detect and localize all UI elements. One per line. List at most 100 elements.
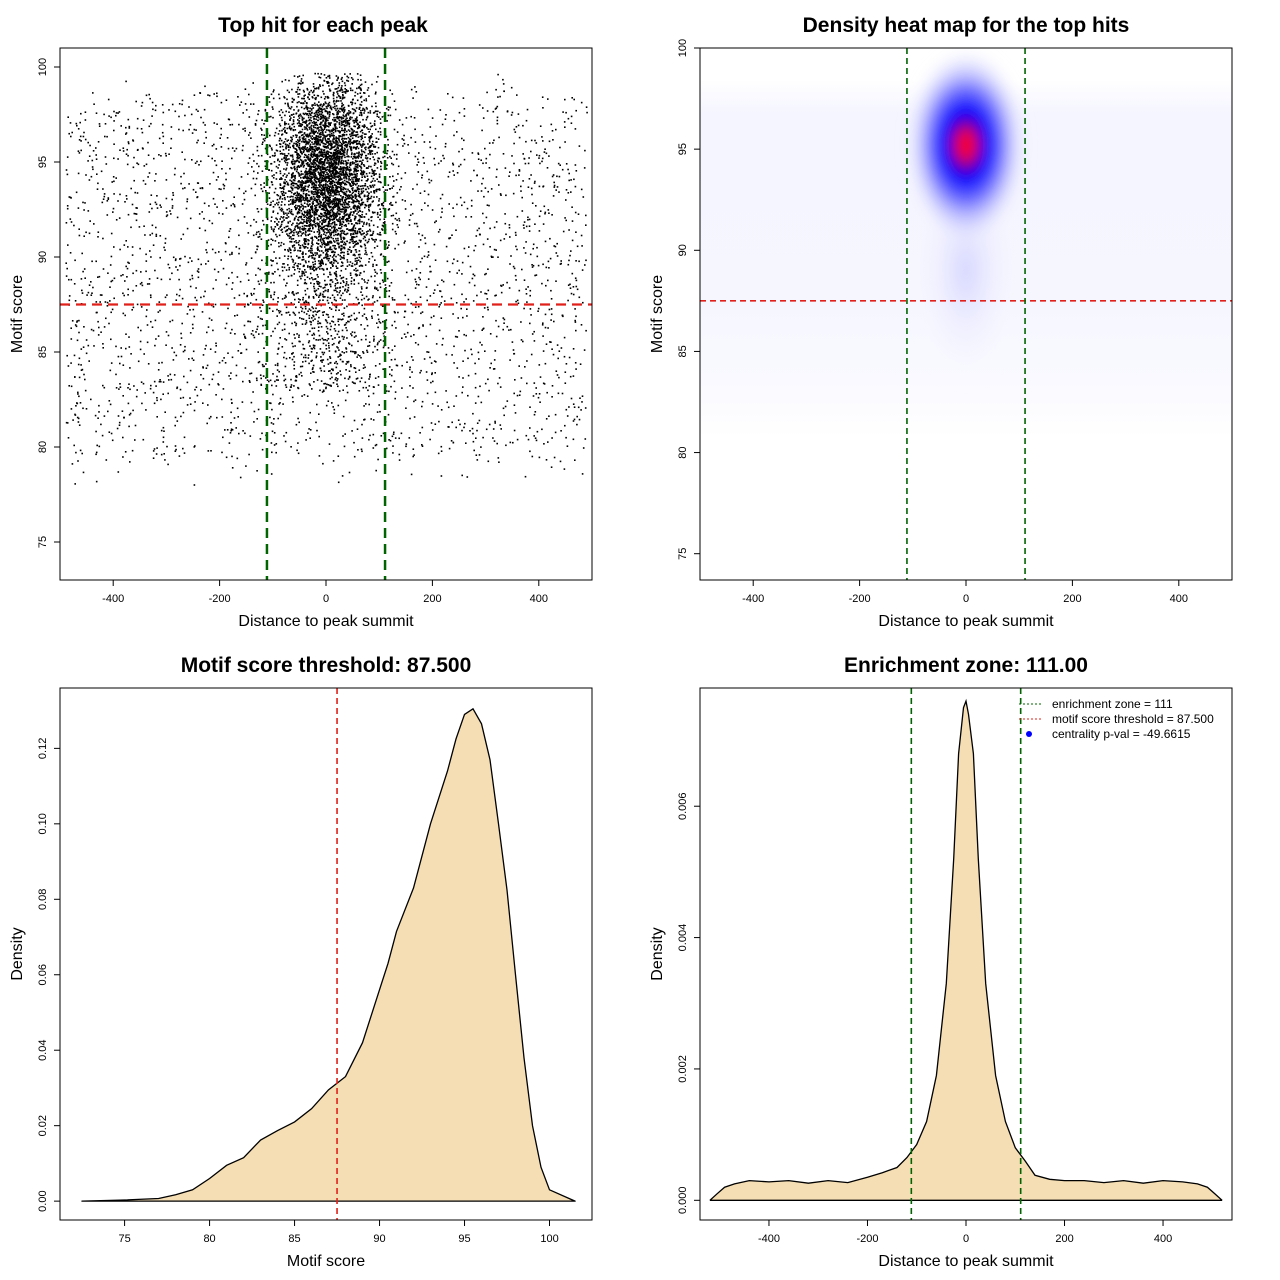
scatter-point bbox=[304, 134, 307, 136]
scatter-point bbox=[276, 150, 279, 152]
scatter-point bbox=[77, 172, 80, 175]
scatter-point bbox=[307, 239, 309, 241]
scatter-point bbox=[346, 143, 349, 146]
scatter-point bbox=[77, 393, 79, 395]
scatter-point bbox=[311, 202, 314, 204]
scatter-point bbox=[294, 147, 296, 150]
scatter-point bbox=[467, 374, 470, 377]
scatter-point bbox=[347, 222, 350, 225]
scatter-point bbox=[288, 158, 290, 160]
scatter-point bbox=[324, 210, 327, 212]
scatter-point bbox=[450, 440, 453, 442]
scatter-point bbox=[375, 128, 377, 131]
scatter-point bbox=[493, 226, 496, 229]
scatter-point bbox=[372, 263, 374, 266]
scatter-point bbox=[412, 455, 414, 458]
scatter-point bbox=[253, 170, 255, 173]
scatter-point bbox=[332, 200, 334, 202]
scatter-point bbox=[534, 139, 536, 142]
scatter-point bbox=[585, 329, 587, 332]
scatter-point bbox=[324, 279, 326, 282]
scatter-point bbox=[351, 331, 354, 333]
scatter-point bbox=[140, 271, 142, 273]
scatter-point bbox=[203, 202, 206, 205]
scatter-point bbox=[314, 72, 316, 75]
scatter-point bbox=[422, 324, 424, 326]
scatter-point bbox=[362, 352, 365, 354]
scatter-point bbox=[434, 372, 436, 374]
scatter-point bbox=[290, 386, 292, 388]
scatter-point bbox=[494, 420, 496, 423]
scatter-point bbox=[355, 180, 357, 183]
scatter-point bbox=[374, 180, 376, 182]
scatter-point bbox=[414, 342, 417, 344]
scatter-point bbox=[322, 287, 325, 289]
scatter-point bbox=[523, 227, 525, 229]
scatter-point bbox=[81, 452, 83, 455]
scatter-point bbox=[409, 385, 411, 387]
scatter-point bbox=[294, 167, 296, 170]
scatter-point bbox=[304, 140, 307, 143]
scatter-point bbox=[363, 175, 366, 178]
scatter-point bbox=[341, 245, 343, 247]
scatter-point bbox=[310, 191, 313, 194]
scatter-point bbox=[128, 262, 130, 264]
scatter-point bbox=[421, 174, 424, 176]
scatter-point bbox=[253, 421, 255, 423]
scatter-point bbox=[331, 186, 334, 189]
scatter-point bbox=[70, 135, 72, 138]
scatter-point bbox=[284, 440, 287, 443]
scatter-title: Top hit for each peak bbox=[218, 14, 428, 37]
scatter-point bbox=[85, 408, 88, 410]
scatter-point bbox=[135, 285, 138, 287]
scatter-point bbox=[305, 148, 307, 150]
scatter-point bbox=[371, 310, 374, 312]
scatter-point bbox=[462, 360, 464, 362]
scatter-point bbox=[271, 408, 273, 411]
scatter-point bbox=[336, 294, 339, 296]
scatter-point bbox=[548, 140, 551, 143]
scatter-point bbox=[345, 166, 348, 169]
scatter-point bbox=[374, 275, 376, 277]
scatter-point bbox=[85, 231, 87, 234]
scatter-point bbox=[299, 138, 301, 141]
scatter-point bbox=[546, 167, 549, 169]
scatter-point bbox=[105, 459, 108, 461]
scatter-point bbox=[378, 157, 381, 160]
scatter-point bbox=[498, 136, 500, 139]
scatter-point bbox=[457, 317, 459, 319]
scatter-point bbox=[329, 148, 332, 151]
scatter-point bbox=[277, 159, 279, 162]
scatter-point bbox=[312, 155, 315, 157]
scatter-point bbox=[332, 171, 335, 173]
scatter-point bbox=[162, 426, 165, 429]
scatter-point bbox=[568, 172, 570, 175]
scatter-point bbox=[190, 113, 193, 116]
scatter-point bbox=[120, 355, 123, 358]
scatter-point bbox=[489, 333, 492, 335]
scatter-point bbox=[319, 113, 321, 115]
scatter-point bbox=[208, 383, 211, 386]
scatter-point bbox=[324, 219, 326, 221]
scatter-point bbox=[553, 186, 556, 188]
scatter-point bbox=[380, 435, 383, 437]
scatter-point bbox=[509, 359, 511, 361]
scatter-point bbox=[148, 211, 151, 213]
scatter-point bbox=[477, 351, 480, 354]
scatter-point bbox=[343, 176, 345, 178]
scatter-point bbox=[361, 450, 363, 453]
scatter-point bbox=[346, 146, 348, 148]
scatter-point bbox=[463, 426, 465, 429]
scatter-point bbox=[293, 234, 295, 237]
scatter-point bbox=[280, 109, 283, 111]
scatter-point bbox=[368, 197, 371, 200]
scatter-point bbox=[252, 82, 254, 84]
scatter-point bbox=[394, 391, 397, 393]
scatter-point bbox=[211, 145, 214, 147]
scatter-point bbox=[455, 229, 457, 231]
scatter-point bbox=[305, 313, 308, 315]
scatter-point bbox=[317, 143, 319, 146]
scatter-point bbox=[195, 386, 198, 388]
scatter-point bbox=[337, 481, 340, 484]
scatter-point bbox=[555, 252, 558, 254]
